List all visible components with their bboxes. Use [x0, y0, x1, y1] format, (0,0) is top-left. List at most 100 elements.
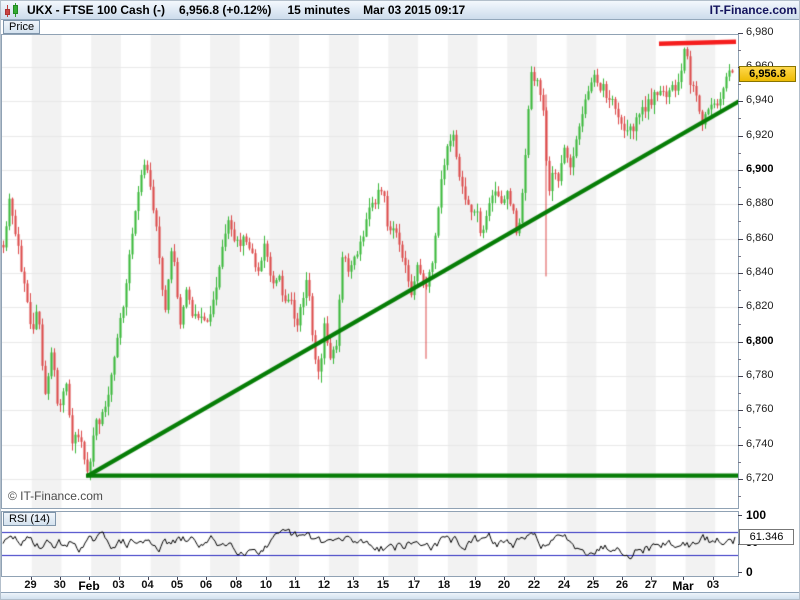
- datetime-label: Mar 03 2015 09:17: [363, 3, 466, 17]
- x-axis-tick: [89, 577, 90, 580]
- price-tick-label: 6,720: [746, 472, 774, 484]
- candlestick-icon: [4, 2, 22, 18]
- x-axis-tick: [475, 577, 476, 580]
- y-axis-minor-tick: [738, 255, 741, 257]
- x-axis-label: 04: [141, 579, 154, 591]
- x-axis-label: Feb: [78, 579, 100, 593]
- rsi-tick-label: 0: [746, 565, 753, 579]
- y-axis-minor-tick: [738, 358, 741, 360]
- rsi-chart-canvas[interactable]: [2, 512, 738, 576]
- y-axis-tick: [738, 572, 742, 573]
- x-axis-tick: [564, 577, 565, 580]
- x-axis-tick: [593, 577, 594, 580]
- price-tick-label: 6,900: [746, 162, 774, 175]
- x-axis-label: 29: [24, 579, 37, 591]
- y-axis-tick: [738, 341, 743, 343]
- y-axis-tick: [738, 238, 743, 240]
- x-axis-tick: [534, 577, 535, 580]
- x-axis-label: 20: [497, 579, 511, 591]
- x-axis-tick: [147, 577, 149, 580]
- x-axis-label: 24: [557, 579, 571, 591]
- rsi-current-value: 61.346: [739, 529, 794, 545]
- x-axis-label: 13: [346, 579, 360, 591]
- x-axis-tick: [651, 577, 652, 580]
- tab-rsi[interactable]: RSI (14): [3, 512, 56, 526]
- x-axis-tick: [713, 577, 714, 580]
- price-chart-panel: © IT-Finance.com: [1, 34, 739, 509]
- x-axis-label: Mar: [672, 579, 694, 593]
- y-axis-tick: [738, 204, 743, 206]
- x-axis-label: 05: [170, 579, 184, 591]
- y-axis-minor-tick: [738, 152, 741, 154]
- rsi-panel: [1, 511, 739, 577]
- x-axis-label: 08: [229, 579, 243, 591]
- y-axis-minor-tick: [738, 118, 741, 120]
- price-tick-label: 6,780: [746, 368, 774, 381]
- y-axis-column[interactable]: 6,956.8 61.346 6,9806,9606,9406,9206,900…: [738, 20, 799, 593]
- last-price-change: 6,956.8 (+0.12%): [179, 3, 272, 17]
- x-axis-tick: [683, 577, 684, 580]
- y-axis-minor-tick: [738, 496, 741, 498]
- x-axis-label: 17: [407, 579, 421, 591]
- y-axis-tick: [738, 444, 743, 446]
- x-axis-label: 25: [586, 579, 600, 591]
- x-axis-label: 03: [706, 579, 720, 591]
- x-axis-tick: [383, 577, 384, 580]
- y-axis-tick: [738, 135, 743, 137]
- price-tick-label: 6,840: [746, 265, 774, 278]
- x-axis-label: 22: [527, 579, 541, 591]
- x-axis-label: 12: [317, 579, 331, 591]
- x-axis-label: 18: [437, 579, 451, 591]
- x-axis-label: 19: [468, 579, 482, 591]
- y-axis-tick: [738, 32, 743, 34]
- y-axis-minor-tick: [738, 290, 741, 292]
- y-axis-tick: [738, 169, 743, 171]
- y-axis-tick: [738, 375, 743, 377]
- price-tick-label: 6,980: [746, 25, 774, 38]
- x-axis-label: 27: [644, 579, 658, 591]
- price-chart-canvas[interactable]: [2, 35, 738, 508]
- x-axis-tick: [177, 577, 178, 580]
- y-axis-tick: [738, 272, 743, 274]
- x-axis-tick: [444, 577, 445, 580]
- price-tick-label: 6,860: [746, 231, 774, 244]
- bottom-scrollbar[interactable]: [1, 592, 799, 599]
- x-axis-label: 11: [288, 579, 301, 591]
- tab-price[interactable]: Price: [3, 20, 41, 34]
- y-axis-minor-tick: [738, 427, 741, 429]
- y-axis-minor-tick: [738, 461, 741, 463]
- x-axis-tick: [414, 577, 415, 580]
- y-axis-tick: [738, 515, 742, 516]
- x-axis-label: 06: [199, 579, 213, 591]
- instrument-title: UKX - FTSE 100 Cash (-): [27, 3, 166, 17]
- x-axis-tick: [324, 577, 325, 580]
- y-axis-minor-tick: [738, 84, 741, 86]
- price-tick-label: 6,940: [746, 94, 774, 107]
- x-axis-label: 26: [615, 579, 629, 591]
- x-axis-label: 30: [53, 579, 66, 591]
- y-axis-tick: [738, 410, 743, 412]
- x-axis-tick: [118, 577, 120, 580]
- price-tick-label: 6,760: [746, 403, 774, 416]
- brand-label: IT-Finance.com: [709, 3, 797, 17]
- price-tick-label: 6,880: [746, 197, 774, 210]
- y-axis-minor-tick: [738, 187, 741, 189]
- price-tick-label: 6,820: [746, 300, 774, 313]
- y-axis-minor-tick: [738, 221, 741, 223]
- y-axis-minor-tick: [738, 49, 741, 51]
- x-axis-tick: [266, 577, 267, 580]
- x-axis-tick: [294, 577, 296, 580]
- x-axis-row[interactable]: 29 30 Feb 03 04 05 06 08 10 11 12 13 15 17 18 19 20 22 24 2…: [1, 577, 799, 593]
- watermark: © IT-Finance.com: [8, 489, 103, 503]
- timeframe-label: 15 minutes: [287, 3, 351, 17]
- rsi-tick-label: 100: [746, 508, 767, 522]
- x-axis-label: 15: [376, 579, 390, 591]
- price-tick-label: 6,920: [746, 128, 774, 141]
- price-tick-label: 6,740: [746, 437, 774, 450]
- y-axis-tick: [738, 307, 743, 309]
- price-tick-label: 6,800: [746, 334, 774, 347]
- x-axis-tick: [504, 577, 505, 580]
- y-axis-minor-tick: [738, 393, 741, 395]
- y-axis-minor-tick: [738, 324, 741, 326]
